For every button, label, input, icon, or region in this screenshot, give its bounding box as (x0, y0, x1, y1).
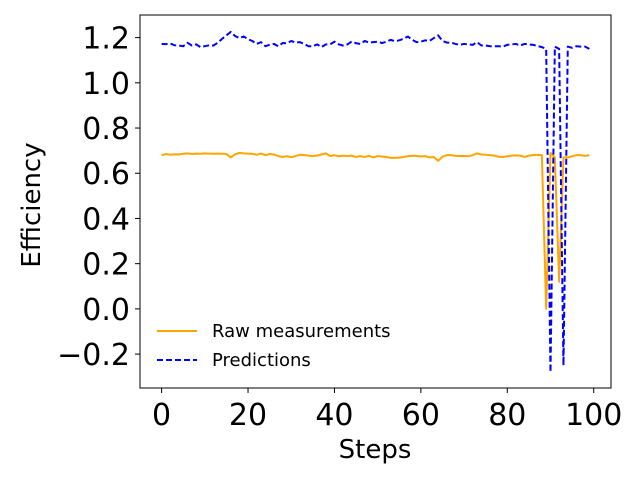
plot-frame (139, 14, 612, 389)
x-tick-label: 80 (488, 398, 526, 433)
series-line-raw-measurements (161, 151, 590, 310)
x-tick-label: 100 (565, 398, 622, 433)
y-tick-label: −0.2 (57, 338, 130, 373)
y-tick-label: 0.0 (82, 293, 130, 328)
series-layer (161, 30, 590, 374)
legend: Raw measurements Predictions (157, 321, 391, 371)
x-axis: 0 20 40 60 80 100 (152, 388, 622, 433)
x-tick-label: 40 (315, 398, 353, 433)
legend-label-predictions: Predictions (212, 350, 311, 371)
x-tick-label: 0 (152, 398, 171, 433)
y-axis: −0.2 0.0 0.2 0.4 0.6 0.8 1.0 1.2 (57, 22, 140, 373)
series-line-predictions (161, 30, 590, 374)
y-tick-label: 0.4 (82, 202, 130, 237)
y-tick-label: 0.6 (82, 157, 130, 192)
x-tick-label: 20 (229, 398, 267, 433)
x-tick-label: 60 (402, 398, 440, 433)
y-tick-label: 0.2 (82, 248, 130, 283)
y-tick-label: 1.2 (82, 22, 130, 57)
y-tick-label: 0.8 (82, 112, 130, 147)
legend-label-raw: Raw measurements (212, 321, 391, 342)
y-axis-title: Efficiency (17, 142, 47, 267)
y-tick-label: 1.0 (82, 67, 130, 102)
x-axis-title: Steps (339, 435, 412, 465)
